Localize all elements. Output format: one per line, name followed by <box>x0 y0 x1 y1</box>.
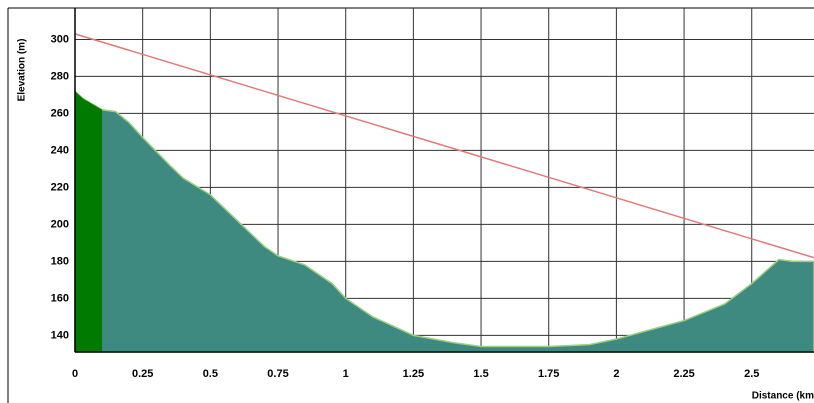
x-tick-label: 1.25 <box>403 368 424 380</box>
y-tick-label: 180 <box>51 255 69 267</box>
x-tick-label: 0.25 <box>132 368 153 380</box>
y-tick-label: 200 <box>51 218 69 230</box>
x-tick-label: 2.25 <box>673 368 694 380</box>
y-tick-label: 280 <box>51 70 69 82</box>
y-tick-label: 300 <box>51 33 69 45</box>
y-tick-label: 260 <box>51 107 69 119</box>
elevation-area <box>74 89 814 353</box>
y-tick-label: 160 <box>51 292 69 304</box>
y-tick-label: 140 <box>51 329 69 341</box>
highlight-segment <box>75 91 103 352</box>
x-tick-label: 1.5 <box>473 368 488 380</box>
x-tick-label: 0.75 <box>267 368 288 380</box>
x-tick-label: 1 <box>343 368 349 380</box>
x-tick-label: 0 <box>72 368 78 380</box>
x-tick-label: 2.5 <box>744 368 759 380</box>
y-tick-label: 240 <box>51 144 69 156</box>
x-tick-label: 2 <box>613 368 619 380</box>
reference-line <box>74 33 814 259</box>
x-tick-label: 1.75 <box>538 368 559 380</box>
x-axis-label: Distance (km <box>752 391 814 402</box>
x-tick-label: 0.5 <box>203 368 218 380</box>
y-axis-label: Elevation (m) <box>17 39 28 102</box>
y-tick-label: 220 <box>51 181 69 193</box>
